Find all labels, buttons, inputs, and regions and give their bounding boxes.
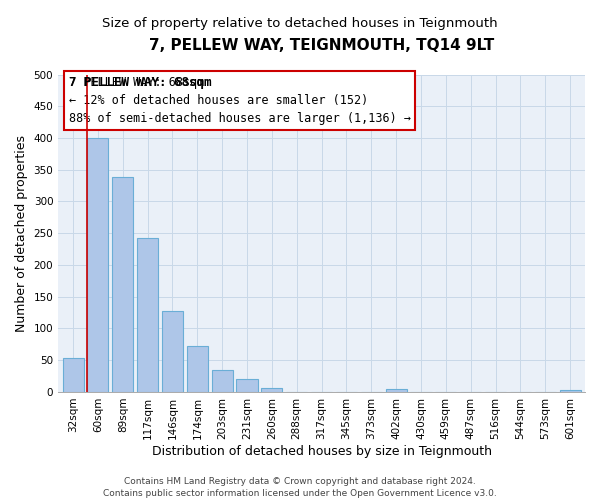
Bar — [386, 389, 407, 392]
Bar — [137, 238, 158, 392]
Text: Contains HM Land Registry data © Crown copyright and database right 2024.
Contai: Contains HM Land Registry data © Crown c… — [103, 476, 497, 498]
Bar — [212, 370, 233, 392]
Text: 7 PELLEW WAY: 68sqm
← 12% of detached houses are smaller (152)
88% of semi-detac: 7 PELLEW WAY: 68sqm ← 12% of detached ho… — [69, 76, 411, 125]
Y-axis label: Number of detached properties: Number of detached properties — [15, 134, 28, 332]
Bar — [262, 388, 283, 392]
Bar — [187, 346, 208, 392]
Bar — [62, 358, 83, 392]
Bar — [236, 380, 257, 392]
Bar — [560, 390, 581, 392]
Text: Size of property relative to detached houses in Teignmouth: Size of property relative to detached ho… — [102, 18, 498, 30]
Text: 7 PELLEW WAY: 68sqm: 7 PELLEW WAY: 68sqm — [69, 76, 211, 89]
Bar — [162, 310, 183, 392]
X-axis label: Distribution of detached houses by size in Teignmouth: Distribution of detached houses by size … — [152, 444, 491, 458]
Bar — [112, 178, 133, 392]
Bar — [88, 138, 109, 392]
Title: 7, PELLEW WAY, TEIGNMOUTH, TQ14 9LT: 7, PELLEW WAY, TEIGNMOUTH, TQ14 9LT — [149, 38, 494, 52]
